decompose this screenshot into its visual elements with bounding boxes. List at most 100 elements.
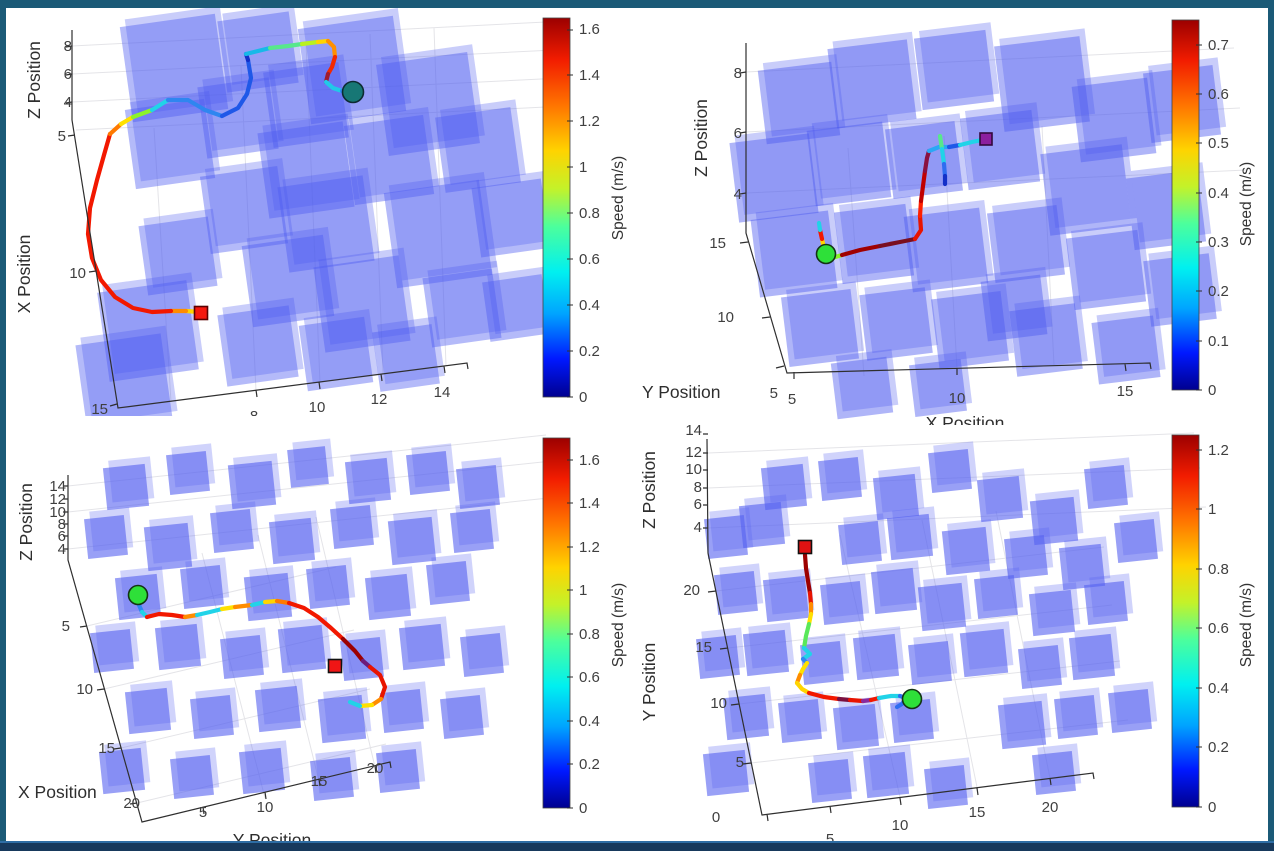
trajectory-segment [802,552,813,596]
br-bottom-tick-1: 5 [826,831,834,843]
bl-z-tick-1: 12 [49,491,66,508]
obstacle-cube [313,255,411,353]
frame-border-right [1268,0,1274,851]
obstacle-cube [254,685,302,733]
obstacle-cube [282,167,380,265]
obstacle-cube [930,290,1010,370]
tr-x-tick-2: 15 [1117,383,1134,400]
obstacle-cube [800,641,844,685]
trajectory-segment [232,602,255,610]
tr-cb-tick-6: 0.6 [1208,86,1229,103]
obstacle-cube [786,281,865,360]
obstacle-cube [222,8,304,85]
obstacle-cube [838,521,882,565]
endpoint-square-marker [327,658,343,674]
obstacle-cube [1054,695,1098,739]
tr-cb-tick-4: 0.4 [1208,185,1229,202]
trajectory-segment [249,599,268,608]
obstacle-cube [376,749,420,793]
obstacle-cube [738,501,786,549]
trajectory-segment [149,97,171,113]
obstacle-cube [959,109,1041,191]
obstacle-cube [903,207,989,293]
obstacle-cube [852,633,900,681]
obstacle-cube [166,451,210,495]
obstacle-cube [422,268,502,348]
tl-cb-tick-6: 1.2 [579,113,600,130]
tl-cb-tick-4: 0.8 [579,205,600,222]
tl-gridlines [71,21,567,403]
tl-bottom-tick-3: 14 [434,384,451,401]
br-z-tick-1: 12 [685,444,702,461]
bl-cb-tick-5: 1 [579,582,587,599]
obstacle-cube [702,749,750,797]
obstacle-cube [381,44,485,149]
trajectory-segment [347,699,363,709]
obstacle-cube [1032,751,1076,795]
obstacle-cube [317,694,367,744]
obstacle-cube [180,565,224,609]
bl-z-tick-2: 10 [49,504,66,521]
br-z-tick-2: 10 [685,461,702,478]
trajectory-segment [267,41,305,51]
obstacle-cube [124,98,216,190]
obstacle-cube [862,751,910,799]
tr-colorbar-ticks [1196,44,1202,391]
trajectory-segment [243,45,273,57]
br-bottom-tick-4: 20 [1042,799,1059,816]
tr-cb-tick-1: 0.1 [1208,333,1229,350]
obstacle-cube [913,29,995,111]
obstacle-cube [1084,581,1128,625]
obstacle-cube [204,158,294,247]
br-z-tick-4: 6 [694,496,702,513]
trajectory-segment [918,168,928,204]
obstacle-cube [238,747,286,795]
obstacle-cube [344,457,392,505]
obstacle-cube [959,628,1009,678]
trajectory-segment [130,107,155,120]
obstacle-cube [227,460,277,510]
obstacle-cube [750,210,838,298]
trajectory-segment [144,611,188,620]
obstacle-cube [426,561,470,605]
tl-x-axis-label: X Position [14,235,34,314]
obstacle-cube [974,575,1018,619]
br-cb-tick-0: 0 [1208,799,1216,816]
tr-colorbar-label: Speed (m/s) [1238,162,1255,246]
obstacle-cube [306,565,350,609]
obstacle-cube [704,515,748,559]
obstacle-cube [388,172,498,281]
br-scene [696,441,1164,809]
obstacle-cube [97,280,199,382]
obstacle-cube [1084,465,1128,509]
tl-cb-tick-8: 1.6 [579,21,600,38]
tl-plot: 8 6 4 5 10 15 8 10 12 14 Z Position X Po… [14,8,627,416]
obstacle-cube [918,22,1000,103]
tr-plot: 8 6 4 15 10 5 5 10 15 Z Position Y Posit… [642,19,1255,425]
endpoint-circle-marker [127,584,149,606]
obstacle-cube [722,693,770,741]
tl-cb-tick-2: 0.4 [579,297,600,314]
obstacle-cube [440,695,484,739]
trajectory-segment [800,645,813,662]
obstacle-cube [287,446,329,488]
bl-z-tick-0: 14 [49,478,66,495]
obstacle-cube [997,700,1047,750]
bl-x-axis-label: X Position [18,782,97,802]
obstacle-cube [1068,633,1116,681]
bl-bottom-tick-1: 10 [257,799,274,816]
bl-cb-tick-0: 0 [579,800,587,817]
obstacle-cube [143,208,223,288]
obstacle-cube [914,351,973,410]
bl-colorbar-ticks [567,459,573,809]
obstacle-cube [387,516,437,566]
br-y-tick-2: 10 [710,695,727,712]
trajectory-segment [299,39,321,47]
obstacle-cube [383,179,493,289]
panel-top-right: 8 6 4 15 10 5 5 10 15 Z Position Y Posit… [634,8,1268,425]
tr-y-axis-label: Y Position [642,382,720,402]
obstacle-cube [941,526,991,576]
tr-y-tick-0: 15 [709,235,726,252]
tl-scene [75,8,556,416]
bl-cb-tick-6: 1.2 [579,539,600,556]
